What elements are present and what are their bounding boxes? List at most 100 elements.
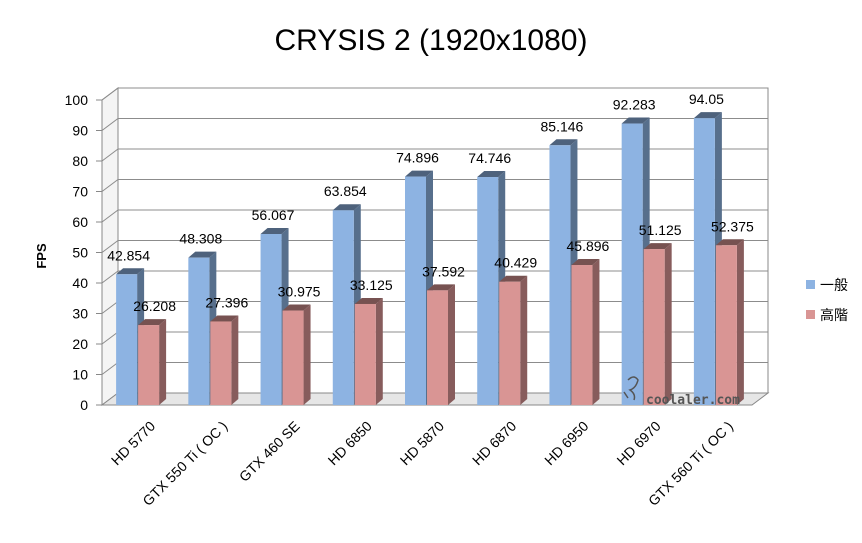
bar-general-top: [621, 117, 650, 124]
gridline: [101, 87, 768, 101]
legend-item: 高階: [806, 307, 848, 323]
y-tick-label: 40: [72, 275, 88, 291]
bar-general-top: [116, 268, 145, 275]
bar-general-top: [405, 170, 433, 177]
bar-general-top: [260, 227, 289, 234]
bar-high-face: [715, 245, 737, 405]
data-label: 26.208: [133, 298, 176, 314]
data-label: 74.896: [396, 150, 439, 166]
y-tick-label: 60: [72, 214, 88, 230]
x-tick-label: HD 5770: [108, 418, 159, 469]
x-tick-label: HD 6950: [541, 418, 592, 469]
bar-high-side: [664, 243, 672, 405]
watermark-logo: [623, 376, 639, 401]
bar-high: [427, 284, 455, 405]
bar-high-top: [282, 304, 311, 311]
y-tick-label: 90: [72, 123, 88, 139]
bar-high-top: [643, 243, 672, 250]
bar-high: [643, 243, 672, 405]
bar-high-top: [138, 319, 167, 326]
bar-high: [571, 259, 600, 405]
bar-general-face: [260, 233, 282, 405]
bar-general-top: [477, 171, 506, 178]
bar-high-face: [571, 265, 593, 405]
bar-general-face: [549, 145, 571, 406]
bar-high-side: [592, 259, 600, 405]
bar-high-face: [427, 290, 448, 405]
data-label: 51.125: [639, 222, 682, 238]
legend-label: 一般: [820, 277, 848, 293]
y-axis-label: FPS: [34, 243, 49, 269]
bar-general-top: [693, 112, 722, 119]
bar-high-face: [282, 310, 304, 405]
bar-high-side: [448, 284, 455, 405]
bar-high-face: [499, 281, 521, 405]
bar-high: [354, 297, 383, 405]
y-tick-label: 20: [72, 336, 88, 352]
bar-high-side: [231, 315, 239, 405]
bar-high-face: [354, 303, 376, 405]
bar-high-top: [354, 297, 383, 304]
bar-general-top: [549, 139, 578, 146]
data-label: 48.308: [179, 231, 222, 247]
bar-high-face: [210, 321, 232, 405]
data-label: 74.746: [468, 150, 511, 166]
y-tick-label: 80: [72, 153, 88, 169]
bar-high-top: [715, 239, 744, 246]
bar-high: [282, 304, 311, 405]
x-tick-label: GTX 460 SE: [236, 418, 303, 485]
watermark-text: coolaler.com: [646, 393, 740, 408]
data-label: 92.283: [613, 97, 656, 113]
bar-high-face: [138, 325, 160, 405]
bar-general-face: [188, 257, 210, 405]
data-label: 40.429: [494, 255, 537, 271]
gridline: [101, 118, 768, 131]
legend-item: 一般: [806, 277, 848, 293]
data-label: 94.05: [689, 91, 724, 107]
bar-high-top: [427, 284, 455, 291]
bar-high: [210, 315, 239, 405]
bar-high-top: [210, 315, 239, 322]
bar-general-top: [188, 251, 217, 258]
bar-high-top: [571, 259, 600, 266]
bar-high: [138, 319, 167, 405]
bar-high: [715, 239, 744, 405]
watermark: coolaler.com: [623, 376, 740, 408]
bars-layer: [116, 112, 744, 406]
y-tick-label: 70: [72, 184, 88, 200]
bar-general-face: [116, 274, 138, 405]
data-label: 33.125: [350, 277, 393, 293]
bar-high-side: [736, 239, 744, 405]
bar-high: [499, 275, 528, 405]
bar-high-side: [375, 297, 383, 405]
data-label: 42.854: [107, 247, 150, 263]
bar-general-face: [477, 177, 499, 405]
bar-general-top: [332, 204, 361, 211]
data-label: 30.975: [278, 284, 321, 300]
bar-general-face: [621, 123, 643, 405]
bar-high-face: [643, 249, 665, 405]
y-tick-label: 100: [65, 92, 89, 108]
data-label: 63.854: [324, 183, 367, 199]
x-tick-label: HD 6970: [613, 418, 664, 469]
legend-swatch: [806, 280, 815, 289]
x-tick-label: HD 5870: [397, 418, 448, 469]
y-tick-label: 50: [72, 245, 88, 261]
bar-general-face: [332, 210, 354, 405]
legend-swatch: [806, 310, 815, 319]
x-tick-label: HD 6850: [325, 418, 376, 469]
y-tick-label: 30: [72, 306, 88, 322]
y-tick-label: 0: [80, 397, 88, 413]
data-label: 27.396: [205, 294, 248, 310]
bar-general-face: [405, 176, 426, 405]
y-tick-label: 10: [72, 367, 88, 383]
data-label: 52.375: [711, 218, 754, 234]
chart-title: CRYSIS 2 (1920x1080): [275, 24, 588, 57]
data-label: 37.592: [422, 263, 465, 279]
data-label: 45.896: [567, 238, 610, 254]
bar-general-face: [693, 118, 715, 406]
data-label: 85.146: [541, 118, 584, 134]
bar-high-side: [303, 304, 311, 405]
